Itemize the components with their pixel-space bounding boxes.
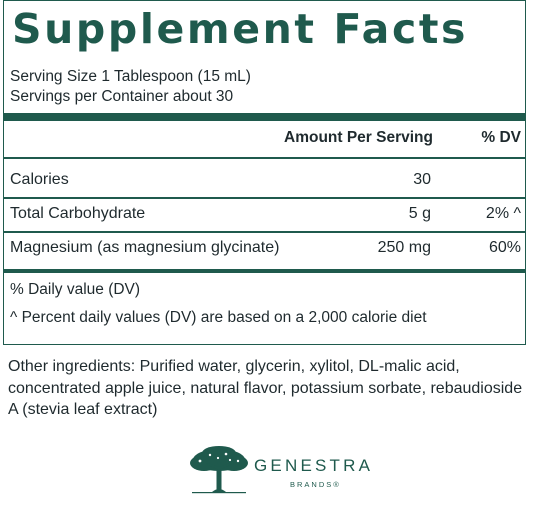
serving-size: Serving Size 1 Tablespoon (15 mL) [10,68,251,85]
thick-divider [4,113,525,121]
row-amount-calories: 30 [413,171,431,188]
tree-icon [190,446,248,494]
row-dv-magnesium: 60% [488,239,521,256]
row-label-carbohydrate: Total Carbohydrate [10,205,146,222]
dv-header: % DV [481,129,521,146]
row-divider [4,231,525,233]
panel-title: Supplement Facts [12,5,469,53]
footnote-dv: % Daily value (DV) [10,281,141,298]
servings-per-container: Servings per Container about 30 [10,88,234,105]
row-amount-magnesium: 250 mg [377,239,431,256]
footnote-calorie-basis: ^ Percent daily values (DV) are based on… [10,309,427,326]
amount-per-serving-header: Amount Per Serving [284,129,433,146]
row-divider [4,197,525,199]
row-label-magnesium: Magnesium (as magnesium glycinate) [10,239,280,256]
mid-divider [4,269,525,273]
brand-name: GENESTRA [254,456,374,475]
supplement-facts-panel: Supplement Facts Serving Size 1 Tablespo… [3,0,526,345]
row-label-calories: Calories [10,171,69,188]
other-ingredients: Other ingredients: Purified water, glyce… [8,358,523,418]
row-dv-carbohydrate: 2% ^ [485,205,521,222]
header-divider [4,157,525,159]
row-amount-carbohydrate: 5 g [408,205,431,222]
brand-subtitle: BRANDS® [290,480,341,489]
